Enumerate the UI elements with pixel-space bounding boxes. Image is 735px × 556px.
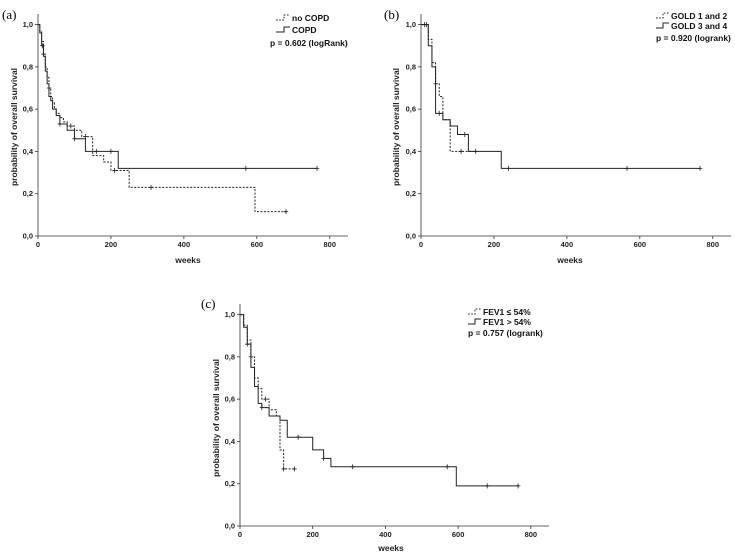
- x-tick-label-a: 400: [178, 240, 191, 249]
- y-tick-label-b: 1,0: [406, 20, 416, 29]
- censor-mark-b: [437, 110, 442, 116]
- y-axis-title-c: probability of overall survival: [211, 359, 221, 477]
- x-tick-label-c: 800: [525, 530, 538, 539]
- pvalue-b: p = 0.920 (logrank): [656, 33, 731, 43]
- y-tick-label-b: 0,8: [406, 62, 416, 71]
- censor-mark-a: [40, 43, 45, 49]
- censor-mark-b: [697, 165, 703, 171]
- legend-line-fev1-low: [468, 308, 481, 315]
- censor-mark-b: [462, 132, 467, 138]
- censor-mark-c: [292, 466, 297, 472]
- survival-curve-b-solid: [421, 24, 700, 169]
- y-tick-label-b: 0,0: [406, 232, 416, 241]
- legend-label-copd: COPD: [292, 25, 317, 35]
- y-tick-label-a: 0,2: [23, 189, 33, 198]
- censor-mark-a: [72, 136, 77, 142]
- x-tick-label-b: 200: [488, 240, 501, 249]
- y-tick-label-a: 0,6: [23, 105, 33, 114]
- legend-label-no-copd: no COPD: [292, 13, 329, 23]
- censor-mark-a: [148, 184, 154, 190]
- y-axis-title-b: probability of overall survival: [391, 68, 401, 186]
- censor-mark-c: [515, 483, 521, 489]
- legend-label-gold-3-4: GOLD 3 and 4: [671, 21, 727, 31]
- legend-label-fev1-high: FEV1 > 54%: [483, 317, 531, 327]
- censor-mark-a: [94, 148, 99, 154]
- censor-mark-a: [112, 167, 117, 173]
- survival-curve-c-dotted: [240, 314, 295, 470]
- x-tick-label-c: 0: [238, 530, 242, 539]
- censor-mark-c: [295, 434, 301, 440]
- censor-mark-a: [57, 121, 63, 127]
- y-tick-label-a: 0,0: [23, 232, 33, 241]
- legend-label-gold-1-2: GOLD 1 and 2: [671, 11, 727, 21]
- x-axis-title-b: weeks: [556, 255, 583, 265]
- censor-mark-b: [424, 22, 429, 28]
- x-tick-label-b: 400: [561, 240, 574, 249]
- pvalue-a: p = 0.602 (logRank): [270, 38, 348, 48]
- y-tick-label-c: 0,2: [225, 479, 235, 488]
- y-tick-label-c: 0,4: [225, 437, 236, 446]
- censor-mark-a: [283, 209, 289, 215]
- censor-mark-c: [321, 455, 326, 461]
- x-tick-label-c: 600: [452, 530, 465, 539]
- panel-label-c: (c): [201, 296, 215, 311]
- y-axis-title-a: probability of overall survival: [9, 68, 19, 186]
- censor-mark-c: [350, 464, 355, 470]
- censor-mark-c: [263, 396, 268, 402]
- x-tick-label-a: 800: [324, 240, 337, 249]
- legend-a: no COPD COPD p = 0.602 (logRank): [270, 13, 348, 48]
- legend-label-fev1-low: FEV1 ≤ 54%: [483, 307, 531, 317]
- censor-mark-a: [314, 165, 320, 171]
- legend-line-gold-1-2: [656, 12, 669, 19]
- censor-mark-b: [624, 165, 630, 171]
- censor-mark-a: [243, 165, 249, 171]
- panel-c: (c) probability of overall survival week…: [201, 296, 549, 553]
- panel-a: (a) probability of overall survival week…: [2, 7, 348, 265]
- survival-curve-c-solid: [240, 314, 519, 487]
- x-axis-title-a: weeks: [174, 255, 201, 265]
- x-tick-label-c: 200: [306, 530, 319, 539]
- censor-mark-c: [445, 464, 450, 470]
- survival-curve-b-dotted: [421, 24, 476, 152]
- censor-mark-b: [458, 148, 464, 154]
- x-tick-label-b: 800: [707, 240, 720, 249]
- censor-mark-a: [108, 148, 114, 154]
- y-tick-label-c: 0,0: [225, 522, 235, 531]
- legend-line-copd: [276, 26, 290, 33]
- x-axis-title-c: weeks: [377, 543, 404, 553]
- legend-b: GOLD 1 and 2 GOLD 3 and 4 p = 0.920 (log…: [656, 11, 731, 43]
- censor-mark-b: [506, 165, 511, 171]
- censor-mark-c: [485, 483, 490, 489]
- y-tick-label-a: 0,4: [23, 147, 34, 156]
- x-tick-label-a: 0: [36, 240, 40, 249]
- x-tick-label-a: 600: [251, 240, 264, 249]
- y-tick-label-c: 0,8: [225, 352, 235, 361]
- panel-b: (b) probability of overall survival week…: [384, 7, 731, 265]
- y-tick-label-a: 0,8: [23, 62, 33, 71]
- y-tick-label-c: 0,6: [225, 395, 235, 404]
- x-tick-label-c: 400: [379, 530, 392, 539]
- panel-label-a: (a): [2, 7, 16, 22]
- y-tick-label-b: 0,6: [406, 105, 416, 114]
- legend-c: FEV1 ≤ 54% FEV1 > 54% p = 0.757 (logrank…: [468, 307, 543, 338]
- panel-label-b: (b): [384, 7, 399, 22]
- x-tick-label-a: 200: [105, 240, 118, 249]
- y-tick-label-b: 0,4: [406, 147, 417, 156]
- censor-mark-c: [259, 405, 265, 411]
- legend-line-gold-3-4: [656, 22, 669, 29]
- survival-curve-a-dotted: [38, 24, 286, 213]
- legend-line-fev1-high: [468, 318, 481, 325]
- x-tick-label-b: 0: [419, 240, 423, 249]
- censor-mark-c: [245, 341, 250, 347]
- pvalue-c: p = 0.757 (logrank): [468, 328, 543, 338]
- x-tick-label-b: 600: [634, 240, 647, 249]
- legend-line-no-copd: [276, 14, 290, 21]
- y-tick-label-c: 1,0: [225, 310, 235, 319]
- y-tick-label-a: 1,0: [23, 20, 33, 29]
- y-tick-label-b: 0,2: [406, 189, 416, 198]
- censor-mark-c: [281, 466, 286, 472]
- censor-mark-a: [68, 123, 74, 129]
